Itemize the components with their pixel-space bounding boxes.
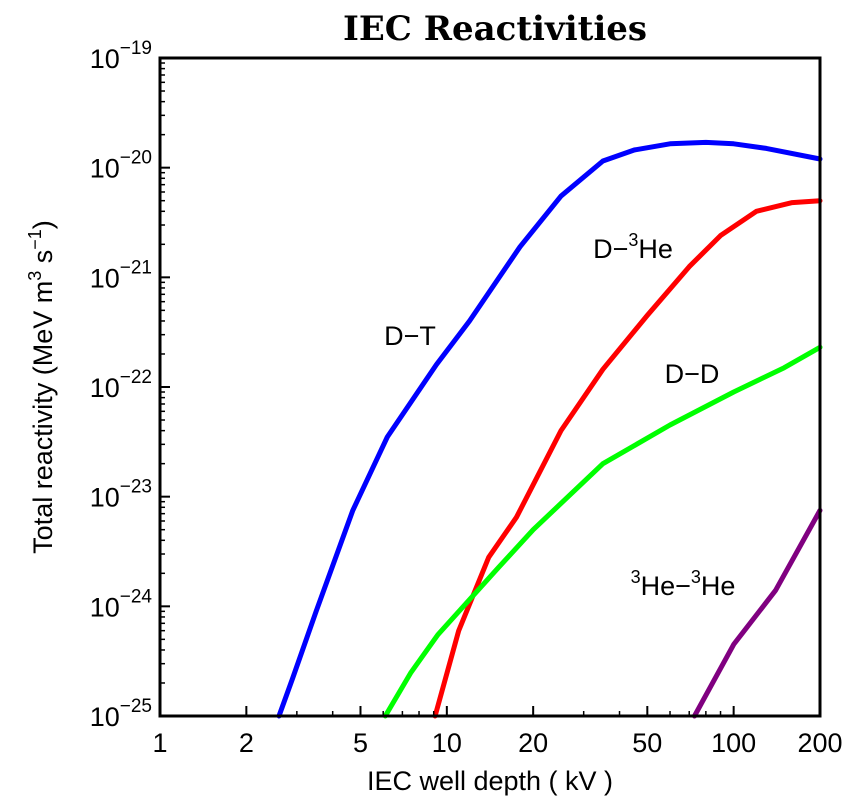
series-line-4	[695, 510, 821, 716]
x-tick-label: 10	[432, 728, 462, 758]
series-label-3: D−D	[665, 359, 720, 389]
y-axis-label-part: )	[28, 220, 58, 229]
x-tick-label: 20	[518, 728, 548, 758]
x-tick-label: 5	[353, 728, 368, 758]
x-tick-label: 2	[239, 728, 254, 758]
series-labels: D−T D−3He D−D 3He−3He	[384, 230, 735, 601]
y-axis-label-part: 3	[25, 271, 45, 281]
y-tick-label: 10−24	[90, 586, 153, 622]
series-line-2	[435, 201, 820, 716]
x-tick-label: 100	[711, 728, 756, 758]
y-axis-label-part: s	[28, 250, 58, 271]
chart-title: IEC Reactivities	[343, 9, 647, 49]
y-axis-label-part: −1	[25, 229, 45, 250]
series-label-2: D−3He	[593, 230, 673, 264]
y-tick-label: 10−25	[90, 696, 152, 732]
x-tick-label: 200	[797, 728, 842, 758]
y-tick-label: 10−23	[90, 477, 152, 513]
x-axis-label: IEC well depth ( kV )	[367, 766, 613, 796]
y-tick-label: 10−22	[90, 367, 152, 403]
y-axis-label-part: Total reactivity (MeV m	[28, 281, 58, 554]
series-label-4: 3He−3He	[631, 567, 736, 601]
y-axis-label: Total reactivity (MeV m3 s−1)	[25, 220, 58, 554]
y-tick-label: 10−21	[90, 257, 152, 293]
x-tick-label: 1	[152, 728, 167, 758]
y-tick-label: 10−20	[90, 148, 152, 184]
plot-frame	[160, 58, 820, 716]
series-curves	[279, 142, 820, 716]
y-tick-label: 10−19	[90, 38, 152, 74]
series-label-1: D−T	[384, 321, 436, 351]
series-line-1	[279, 142, 820, 716]
x-tick-label: 50	[632, 728, 662, 758]
